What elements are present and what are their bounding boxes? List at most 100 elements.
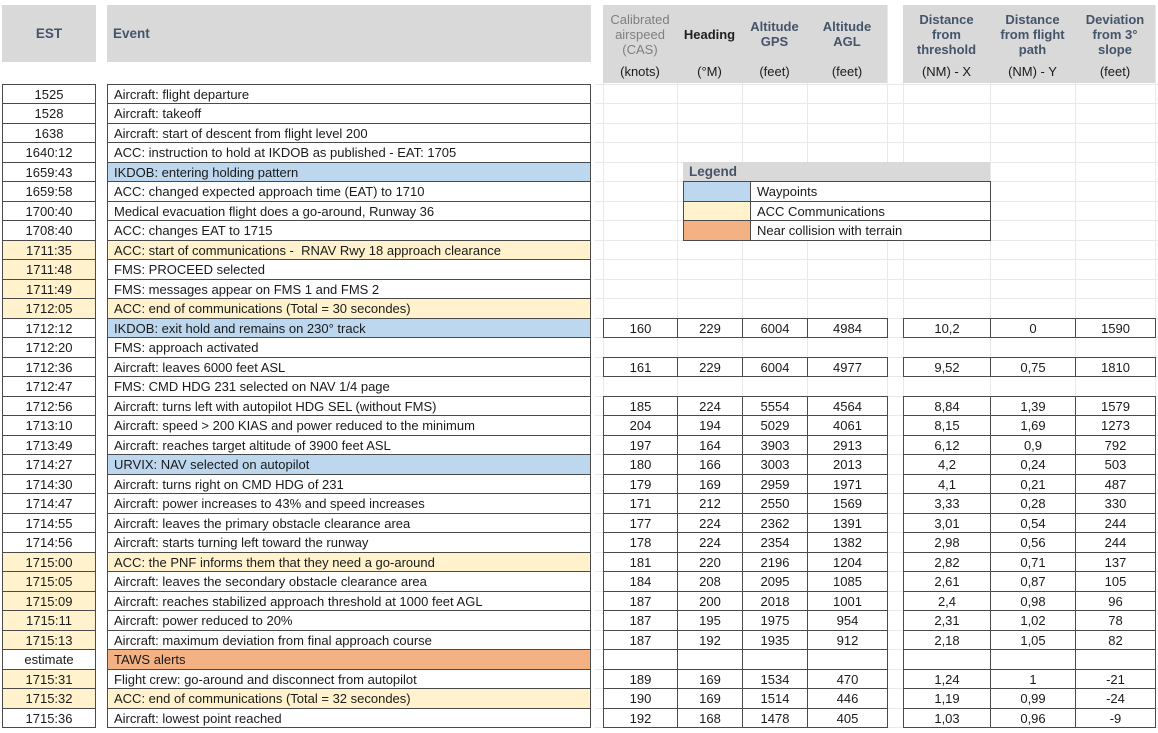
event-cell: Aircraft: turns left with autopilot HDG …	[107, 396, 591, 416]
column-header-title: Altitude GPS	[742, 5, 807, 63]
data-cell-cas: 181	[603, 552, 678, 572]
legend-swatch-blue	[683, 181, 751, 202]
event-cell: Aircraft: reaches stabilized approach th…	[107, 591, 591, 611]
data-cell-cas: 171	[603, 493, 678, 514]
data-cell-altitude-agl	[807, 649, 888, 670]
data-cell-altitude-agl: 1391	[807, 513, 888, 533]
event-cell: TAWS alerts	[107, 649, 591, 670]
data-cell-heading: 229	[677, 318, 743, 338]
est-cell: 1712:12	[2, 318, 96, 338]
column-header-deviation-slope: Deviation from 3° slope (feet)	[1075, 5, 1155, 83]
column-header-title-line: Distance	[1005, 11, 1060, 27]
data-cell-altitude-agl: 954	[807, 610, 888, 631]
event-cell: URVIX: NAV selected on autopilot	[107, 454, 591, 475]
data-cell-heading: 192	[677, 630, 743, 650]
data-cell-distance-threshold: 2,82	[903, 552, 991, 572]
column-header-title-line: airspeed	[615, 26, 665, 42]
data-cell-cas: 179	[603, 474, 678, 494]
data-cell-deviation-slope: 330	[1075, 493, 1156, 514]
est-cell: 1711:48	[2, 259, 96, 280]
data-cell-altitude-gps: 1534	[742, 669, 808, 689]
data-cell-altitude-gps: 2354	[742, 532, 808, 553]
column-header-title: Distance from flight path	[990, 5, 1075, 63]
est-cell: 1715:36	[2, 708, 96, 728]
column-header-altitude-gps: Altitude GPS (feet)	[742, 5, 807, 83]
data-cell-deviation-slope: 96	[1075, 591, 1156, 611]
event-cell: Aircraft: starts turning left toward the…	[107, 532, 591, 553]
data-cell-cas: 184	[603, 571, 678, 592]
column-header-title-line: path	[1018, 41, 1047, 57]
event-cell: ACC: the PNF informs them that they need…	[107, 552, 591, 572]
column-header-title: Altitude AGL	[807, 5, 887, 63]
legend-swatch-orange	[683, 220, 751, 241]
data-cell-altitude-agl: 446	[807, 688, 888, 709]
event-cell: Aircraft: leaves 6000 feet ASL	[107, 357, 591, 377]
data-cell-distance-threshold: 3,33	[903, 493, 991, 514]
data-cell-distance-threshold: 10,2	[903, 318, 991, 338]
data-cell-deviation-slope: 137	[1075, 552, 1156, 572]
est-cell: 1528	[2, 103, 96, 124]
est-cell: 1711:35	[2, 240, 96, 260]
event-cell: Aircraft: power increases to 43% and spe…	[107, 493, 591, 514]
event-cell: ACC: changed expected approach time (EAT…	[107, 181, 591, 202]
event-cell: FMS: PROCEED selected	[107, 259, 591, 280]
event-cell: Aircraft: start of descent from flight l…	[107, 123, 591, 143]
data-cell-heading: 166	[677, 454, 743, 475]
gridline-horizontal	[595, 142, 1158, 143]
data-cell-deviation-slope: -9	[1075, 708, 1156, 728]
data-cell-altitude-agl: 4977	[807, 357, 888, 377]
column-header-unit: (knots)	[620, 64, 660, 79]
data-cell-altitude-gps: 2550	[742, 493, 808, 514]
legend-label: Near collision with terrain	[750, 220, 991, 241]
column-header-unit: (feet)	[759, 64, 790, 79]
column-header-title-line: Altitude	[750, 19, 799, 34]
data-cell-cas: 197	[603, 435, 678, 455]
data-cell-distance-threshold: 8,15	[903, 415, 991, 436]
est-cell: 1713:49	[2, 435, 96, 455]
data-cell-altitude-gps: 3003	[742, 454, 808, 475]
data-cell-distance-flight-path: 0,99	[990, 688, 1076, 709]
event-cell: ACC: instruction to hold at IKDOB as pub…	[107, 142, 591, 163]
data-cell-altitude-agl: 4564	[807, 396, 888, 416]
event-cell: ACC: end of communications (Total = 32 s…	[107, 688, 591, 709]
column-header-unit: (feet)	[831, 64, 863, 79]
data-cell-distance-flight-path: 0,24	[990, 454, 1076, 475]
data-cell-heading: 169	[677, 474, 743, 494]
gridline-horizontal	[595, 123, 1158, 124]
data-cell-cas: 185	[603, 396, 678, 416]
event-cell: Flight crew: go-around and disconnect fr…	[107, 669, 591, 689]
data-cell-distance-flight-path: 0	[990, 318, 1076, 338]
data-cell-deviation-slope: 82	[1075, 630, 1156, 650]
data-cell-cas: 178	[603, 532, 678, 553]
event-cell: FMS: messages appear on FMS 1 and FMS 2	[107, 279, 591, 299]
data-cell-distance-threshold: 2,4	[903, 591, 991, 611]
est-cell: 1715:31	[2, 669, 96, 689]
est-cell: 1525	[2, 84, 96, 104]
data-cell-deviation-slope: 487	[1075, 474, 1156, 494]
data-cell-heading: 224	[677, 532, 743, 553]
data-cell-altitude-agl: 4984	[807, 318, 888, 338]
est-cell: 1712:36	[2, 357, 96, 377]
data-cell-distance-threshold: 8,84	[903, 396, 991, 416]
data-cell-cas: 160	[603, 318, 678, 338]
event-cell: FMS: CMD HDG 231 selected on NAV 1/4 pag…	[107, 376, 591, 397]
est-cell: 1713:10	[2, 415, 96, 436]
column-header-unit: (feet)	[1099, 64, 1131, 79]
data-cell-heading: 195	[677, 610, 743, 631]
data-cell-heading: 164	[677, 435, 743, 455]
data-cell-deviation-slope: -21	[1075, 669, 1156, 689]
data-cell-altitude-gps: 2095	[742, 571, 808, 592]
data-cell-deviation-slope: 105	[1075, 571, 1156, 592]
event-cell: Aircraft: turns right on CMD HDG of 231	[107, 474, 591, 494]
column-header-title-line: slope	[1098, 41, 1132, 57]
event-column-header: Event	[107, 5, 591, 62]
data-cell-altitude-gps: 2018	[742, 591, 808, 611]
data-cell-altitude-gps: 2362	[742, 513, 808, 533]
data-cell-cas: 204	[603, 415, 678, 436]
data-cell-cas	[603, 649, 678, 670]
column-header-title-line: GPS	[760, 34, 789, 49]
est-cell: 1700:40	[2, 201, 96, 221]
data-cell-altitude-agl: 2013	[807, 454, 888, 475]
data-cell-heading: 224	[677, 396, 743, 416]
